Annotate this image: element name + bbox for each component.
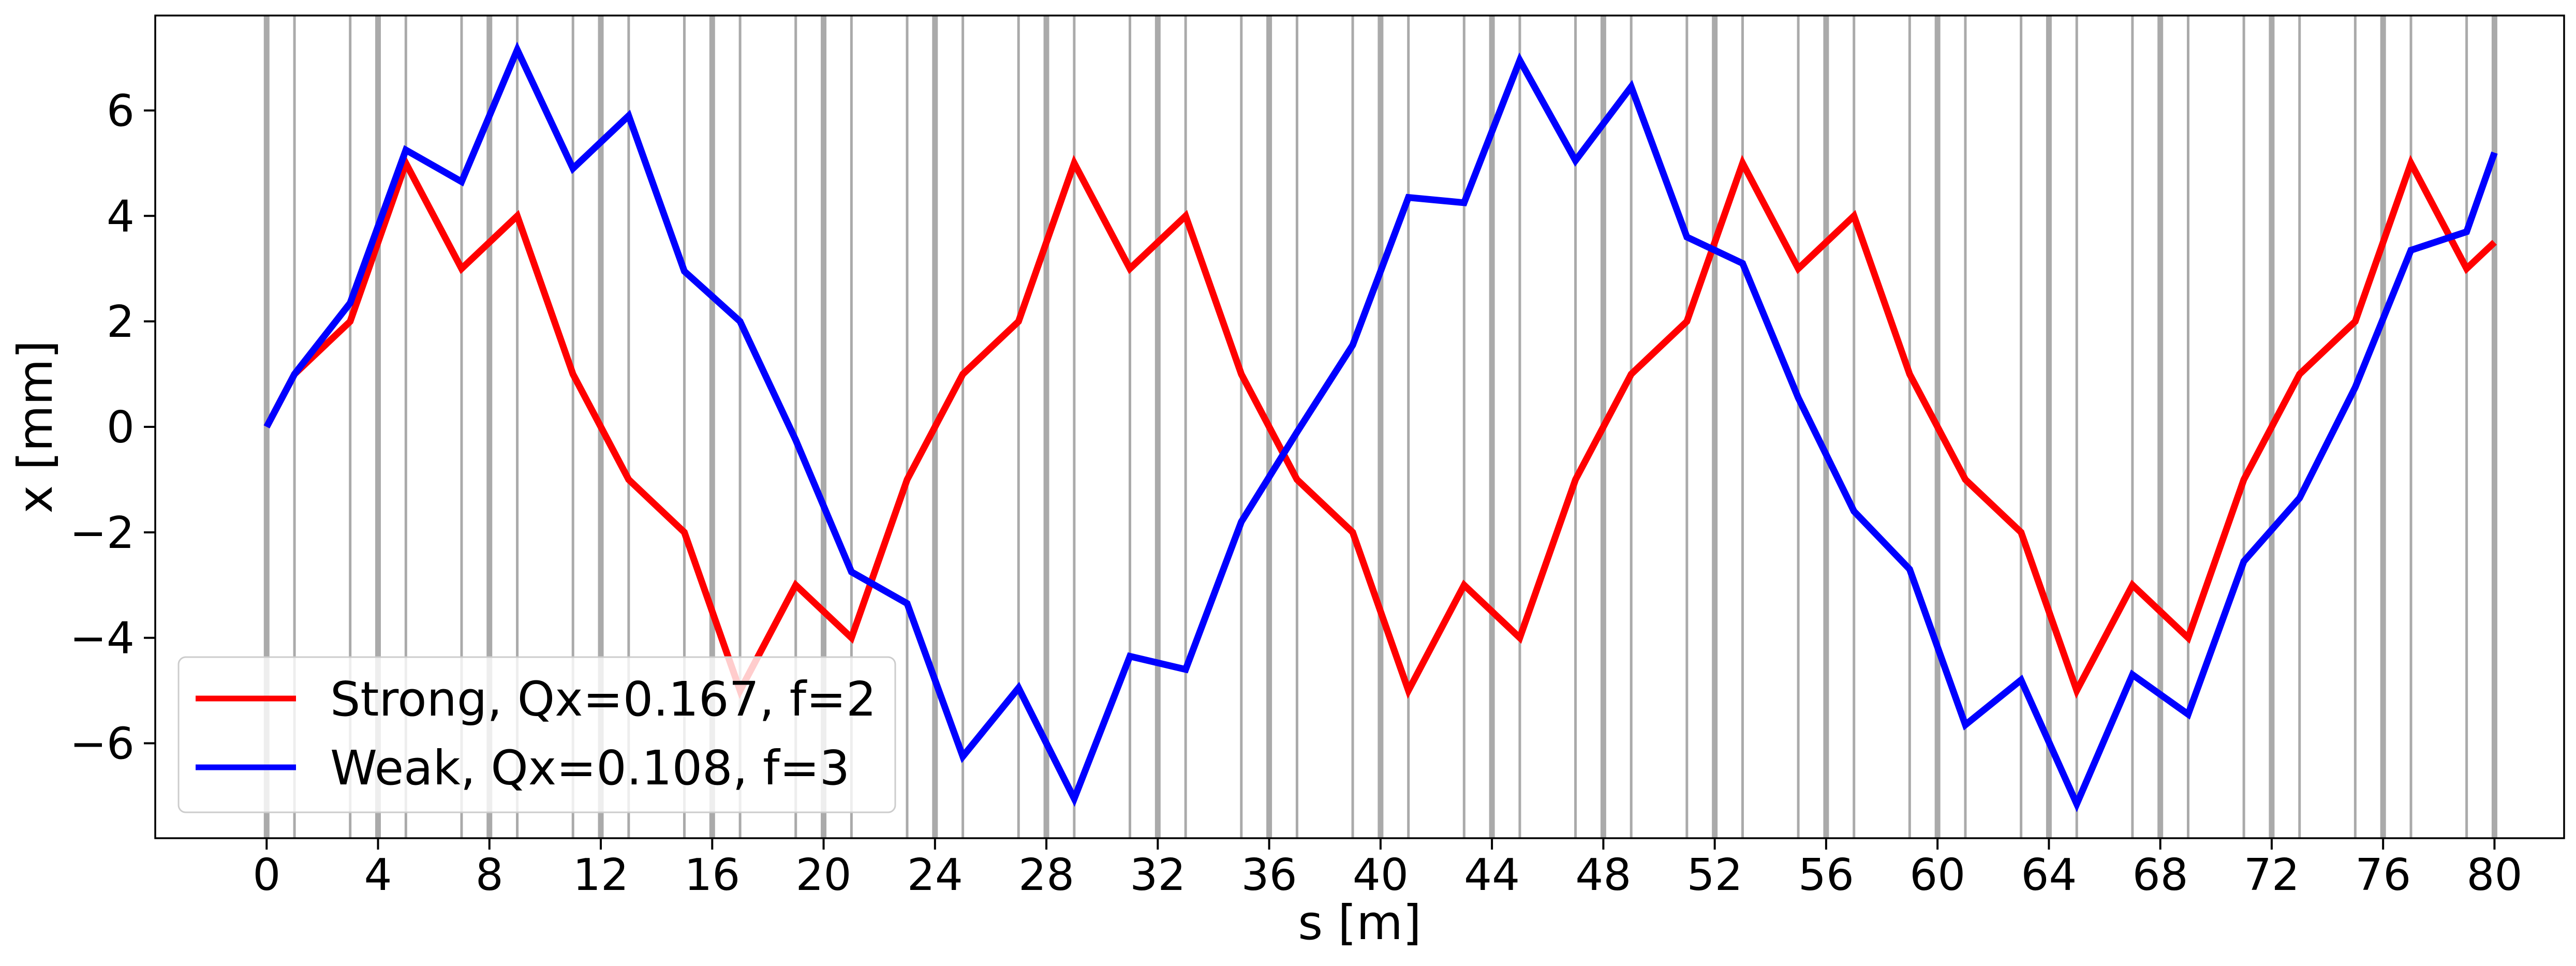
y-tick-label: 6: [107, 85, 135, 137]
x-tick-label: 76: [2355, 850, 2411, 901]
x-tick-label: 60: [1909, 850, 1965, 901]
legend: Strong, Qx=0.167, f=2 Weak, Qx=0.108, f=…: [177, 656, 896, 813]
x-tick-label: 0: [253, 850, 280, 901]
series-line-weak: [263, 41, 2498, 812]
x-axis-ticks: 0 4 8 12 16 20 24 28 32 36 40 44 48 52 56 60 64 68 72 76 80: [253, 838, 2523, 901]
y-tick-label: 4: [107, 191, 135, 242]
x-tick-label: 44: [1464, 850, 1520, 901]
x-tick-label: 36: [1241, 850, 1297, 901]
x-tick-label: 32: [1130, 850, 1186, 901]
x-tick-label: 4: [364, 850, 392, 901]
x-tick-label: 56: [1798, 850, 1854, 901]
y-axis-label: x [mm]: [8, 340, 63, 514]
series-line-strong: [263, 155, 2497, 699]
x-tick-label: 28: [1018, 850, 1074, 901]
legend-label-weak: Weak, Qx=0.108, f=3: [330, 740, 850, 796]
x-tick-label: 24: [907, 850, 963, 901]
x-tick-label: 48: [1575, 850, 1631, 901]
y-tick-label: −6: [70, 719, 135, 770]
x-tick-label: 52: [1687, 850, 1743, 901]
y-tick-label: −4: [70, 613, 135, 664]
legend-label-strong: Strong, Qx=0.167, f=2: [330, 672, 877, 727]
x-tick-label: 20: [795, 850, 851, 901]
x-tick-label: 64: [2021, 850, 2077, 901]
y-tick-label: −2: [70, 508, 135, 559]
y-axis-ticks: −6 −4 −2 0 2 4 6: [70, 85, 155, 770]
x-tick-label: 16: [684, 850, 740, 901]
x-axis-label: s [m]: [1298, 895, 1422, 950]
y-tick-label: 2: [107, 296, 135, 348]
legend-box: [177, 656, 896, 813]
x-tick-label: 12: [573, 850, 629, 901]
x-tick-label: 72: [2244, 850, 2300, 901]
y-tick-label: 0: [107, 402, 135, 453]
x-tick-label: 40: [1353, 850, 1409, 901]
series-layer: [263, 41, 2498, 812]
x-tick-label: 68: [2133, 850, 2188, 901]
x-tick-label: 80: [2466, 850, 2522, 901]
x-tick-label: 8: [476, 850, 504, 901]
